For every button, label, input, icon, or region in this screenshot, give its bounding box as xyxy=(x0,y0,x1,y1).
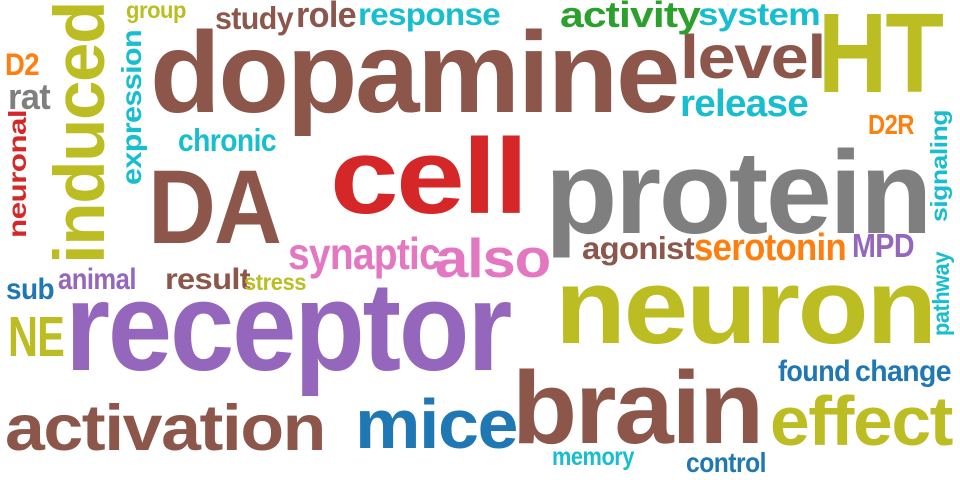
word-brain: brain xyxy=(512,350,764,466)
word-memory: memory xyxy=(552,442,634,471)
word-found: found xyxy=(778,354,851,388)
word-da: DA xyxy=(148,149,282,266)
word-activity: activity xyxy=(560,0,701,36)
word-study: study xyxy=(215,0,294,36)
word-sub: sub xyxy=(6,272,55,306)
word-pathway: pathway xyxy=(928,252,954,336)
word-cell: cell xyxy=(330,115,528,236)
word-dopamine: dopamine xyxy=(150,7,680,137)
word-induced: induced xyxy=(40,2,120,265)
word-d2r: D2R xyxy=(868,108,915,140)
word-also: also xyxy=(435,228,551,290)
word-signaling: signaling xyxy=(926,110,952,222)
word-protein: protein xyxy=(545,127,932,259)
word-ne: NE xyxy=(8,306,65,370)
word-d2: D2 xyxy=(5,45,40,82)
word-result: result xyxy=(165,262,251,296)
word-serotonin: serotonin xyxy=(694,227,847,270)
word-ht: HT xyxy=(818,0,944,117)
word-level: level xyxy=(680,23,826,92)
word-activation: activation xyxy=(5,390,326,464)
word-control: control xyxy=(686,446,766,478)
word-mice: mice xyxy=(355,384,518,463)
word-role: role xyxy=(296,0,357,36)
word-system: system xyxy=(698,0,821,32)
word-chronic: chronic xyxy=(178,121,277,158)
word-expression: expression xyxy=(116,30,147,186)
word-animal: animal xyxy=(58,262,137,296)
word-neuronal: neuronal xyxy=(4,109,32,238)
word-response: response xyxy=(358,0,501,32)
word-receptor: receptor xyxy=(65,256,512,397)
word-change: change xyxy=(855,354,952,388)
word-neuron: neuron xyxy=(555,245,937,366)
word-mpd: MPD xyxy=(852,228,915,266)
word-stress: stress xyxy=(244,268,306,295)
word-group: group xyxy=(126,0,186,23)
word-rat: rat xyxy=(8,77,51,118)
word-agonist: agonist xyxy=(582,229,695,266)
word-release: release xyxy=(680,83,809,126)
word-synaptic: synaptic xyxy=(288,229,441,279)
word-effect: effect xyxy=(770,381,953,460)
